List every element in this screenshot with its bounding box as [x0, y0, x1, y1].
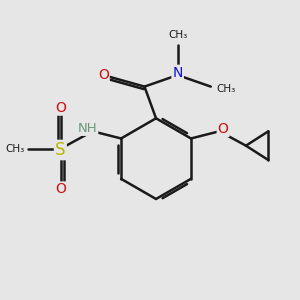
Text: CH₃: CH₃ — [168, 30, 187, 40]
Text: O: O — [56, 182, 66, 197]
Text: O: O — [218, 122, 229, 136]
Text: N: N — [172, 66, 183, 80]
Text: S: S — [55, 141, 66, 159]
Text: NH: NH — [78, 122, 97, 135]
Text: O: O — [98, 68, 109, 82]
Text: CH₃: CH₃ — [5, 144, 24, 154]
Text: CH₃: CH₃ — [216, 84, 235, 94]
Text: O: O — [56, 100, 66, 115]
